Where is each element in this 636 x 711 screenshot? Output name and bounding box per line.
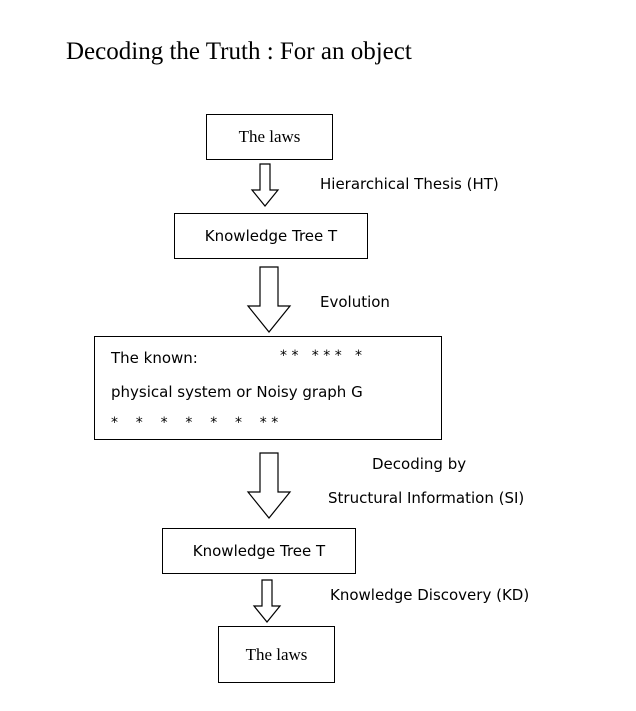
knowledge-tree-box-top: Knowledge Tree T — [174, 213, 368, 259]
known-stars-top: * * * * * * — [280, 348, 363, 364]
laws-bottom-label: The laws — [245, 644, 308, 664]
diagram-title: Decoding the Truth : For an object — [66, 38, 412, 65]
knowledge-tree-box-bottom: Knowledge Tree T — [162, 528, 356, 574]
edge-label-decoding: Decoding by — [372, 455, 467, 473]
edge-label-evolution: Evolution — [320, 293, 390, 311]
edge-label-kd: Knowledge Discovery (KD) — [330, 588, 530, 604]
known-label: The known: — [111, 349, 198, 367]
tree-bottom-label: Knowledge Tree T — [192, 542, 326, 560]
down-arrow-icon — [246, 266, 292, 333]
known-stars-bottom: * * * * * * * * — [111, 415, 279, 431]
edge-label-kd-clip: Knowledge Discovery (KD) — [330, 588, 529, 604]
down-arrow-icon — [246, 452, 292, 519]
laws-box-bottom: The laws — [218, 626, 335, 683]
tree-top-label: Knowledge Tree T — [204, 227, 338, 245]
down-arrow-icon — [252, 579, 282, 623]
edge-label-structural-information: Structural Information (SI) — [328, 489, 525, 507]
laws-box-top: The laws — [206, 114, 333, 160]
known-description: physical system or Noisy graph G — [111, 383, 363, 401]
down-arrow-icon — [250, 163, 280, 207]
edge-label-ht: Hierarchical Thesis (HT) — [320, 175, 499, 193]
known-system-box: The known: * * * * * * physical system o… — [94, 336, 442, 440]
laws-top-label: The laws — [238, 127, 301, 146]
